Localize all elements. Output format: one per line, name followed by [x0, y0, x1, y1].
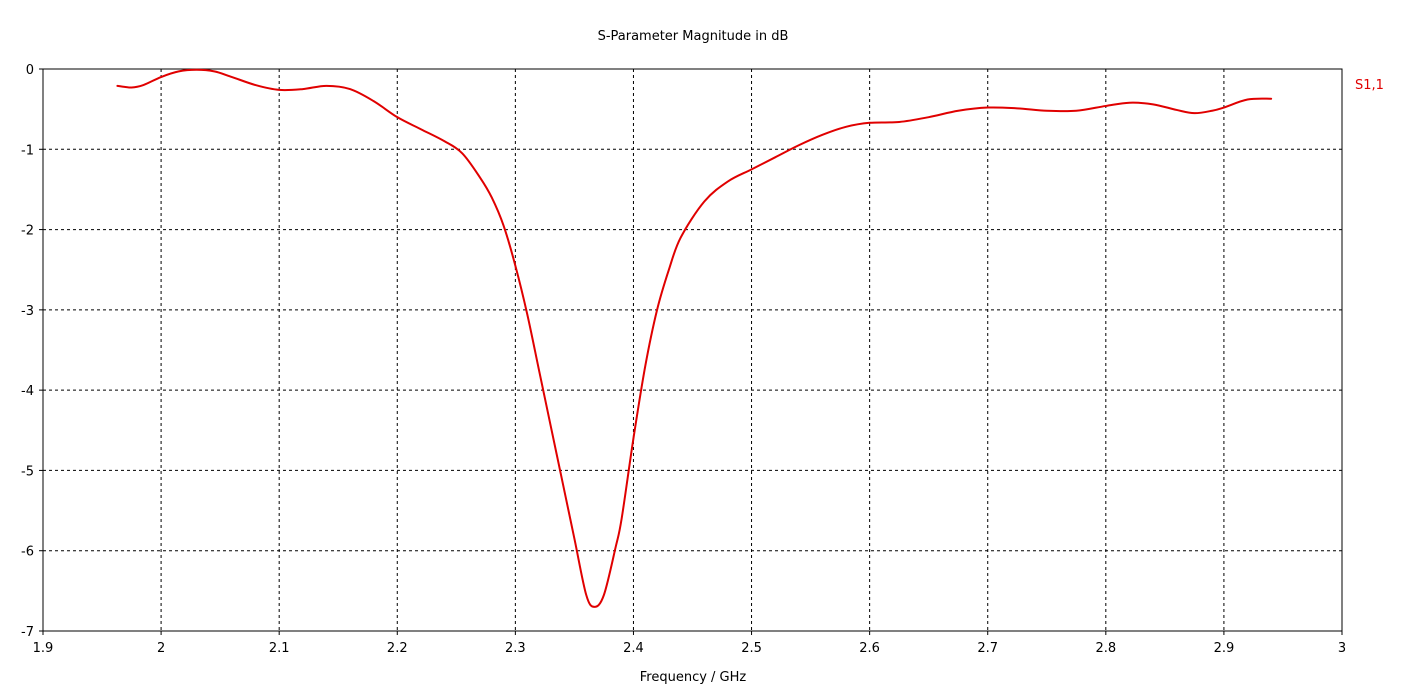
y-tick-label: -1	[21, 143, 34, 158]
x-tick-label: 2.8	[1095, 641, 1116, 656]
y-axis-ticks: 0 -1 -2 -3 -4 -5 -6 -7	[21, 63, 43, 640]
x-tick-label: 3	[1338, 641, 1346, 656]
plot-area-frame	[42, 68, 1343, 632]
grid-lines	[43, 69, 1342, 631]
x-tick-label: 2.3	[505, 641, 526, 656]
series-line-s11	[116, 68, 1273, 608]
x-tick-label: 2	[157, 641, 165, 656]
x-axis-ticks: 1.9 2 2.1 2.2 2.3 2.4 2.5 2.6 2.7 2.8 2.9 3	[33, 631, 1346, 656]
x-tick-label: 2.7	[977, 641, 998, 656]
x-axis-label: Frequency / GHz	[640, 670, 747, 685]
x-tick-label: 2.6	[859, 641, 880, 656]
series-lines	[116, 68, 1273, 608]
x-tick-label: 2.2	[387, 641, 408, 656]
x-tick-label: 2.4	[623, 641, 644, 656]
y-tick-label: -2	[21, 224, 34, 239]
legend: S1,1	[1355, 78, 1384, 93]
y-tick-label: -3	[21, 304, 34, 319]
y-tick-label: -7	[21, 625, 34, 640]
x-tick-label: 1.9	[33, 641, 54, 656]
y-tick-label: -6	[21, 545, 34, 560]
y-tick-label: -4	[21, 384, 34, 399]
x-tick-label: 2.1	[269, 641, 290, 656]
legend-entry-s11: S1,1	[1355, 78, 1384, 93]
y-tick-label: -5	[21, 464, 34, 479]
x-tick-label: 2.9	[1214, 641, 1235, 656]
x-tick-label: 2.5	[741, 641, 762, 656]
chart-title: S-Parameter Magnitude in dB	[598, 29, 789, 44]
y-tick-label: 0	[26, 63, 34, 78]
